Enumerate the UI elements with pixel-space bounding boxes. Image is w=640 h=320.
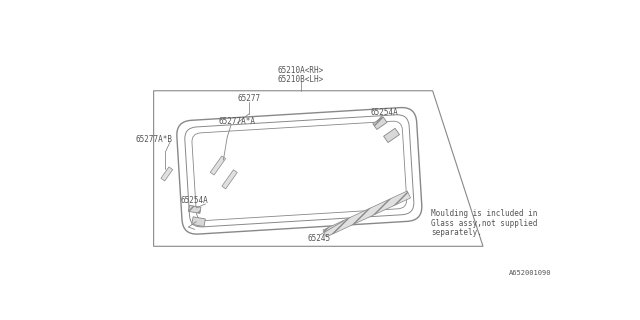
Text: 65277A*B: 65277A*B <box>135 135 172 144</box>
Bar <box>383 128 399 142</box>
Bar <box>188 205 201 213</box>
Text: 65245: 65245 <box>307 234 330 243</box>
Text: 65254A: 65254A <box>371 108 399 117</box>
Text: 65210B<LH>: 65210B<LH> <box>278 75 324 84</box>
Text: A652001090: A652001090 <box>509 269 551 276</box>
Text: Glass assy,not supplied: Glass assy,not supplied <box>431 219 538 228</box>
Bar <box>222 170 237 189</box>
Bar <box>323 191 410 237</box>
Text: 65277: 65277 <box>237 94 260 103</box>
Bar <box>211 156 226 175</box>
Bar <box>192 217 205 227</box>
Bar <box>161 167 173 181</box>
Text: separately.: separately. <box>431 228 482 237</box>
Text: 65210A<RH>: 65210A<RH> <box>278 66 324 75</box>
Text: 65277A*A: 65277A*A <box>219 117 256 126</box>
Bar <box>373 117 387 130</box>
Text: Moulding is included in: Moulding is included in <box>431 210 538 219</box>
Text: 65254A: 65254A <box>181 196 209 205</box>
